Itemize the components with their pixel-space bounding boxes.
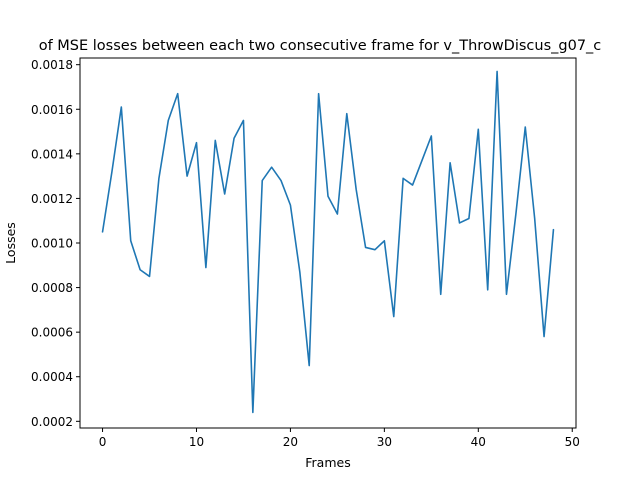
x-tick-label: 0: [99, 435, 107, 449]
y-axis-ticks: 0.0002 0.0004 0.0006 0.0008 0.0010 0.0012 0.00…: [31, 58, 80, 429]
y-tick-label: 0.0018: [31, 58, 73, 72]
x-tick-label: 10: [189, 435, 204, 449]
y-tick-label: 0.0004: [31, 370, 73, 384]
y-tick-label: 0.0014: [31, 147, 73, 161]
x-tick-label: 20: [283, 435, 298, 449]
y-tick-label: 0.0006: [31, 326, 73, 340]
plot-frame: [79, 57, 577, 429]
x-axis-label: Frames: [305, 455, 350, 470]
x-tick-label: 40: [471, 435, 486, 449]
y-tick-label: 0.0010: [31, 237, 73, 251]
y-tick-label: 0.0016: [31, 103, 73, 117]
y-axis-label: Losses: [3, 222, 18, 264]
y-tick-label: 0.0002: [31, 415, 73, 429]
chart-title: of MSE losses between each two consecuti…: [39, 38, 602, 54]
x-axis-ticks: 0 10 20 30 40 50: [99, 428, 580, 449]
y-tick-label: 0.0008: [31, 281, 73, 295]
x-tick-label: 50: [565, 435, 580, 449]
x-tick-label: 30: [377, 435, 392, 449]
y-tick-label: 0.0012: [31, 192, 73, 206]
series-line-0: [101, 70, 555, 414]
series-layer: [101, 70, 555, 414]
